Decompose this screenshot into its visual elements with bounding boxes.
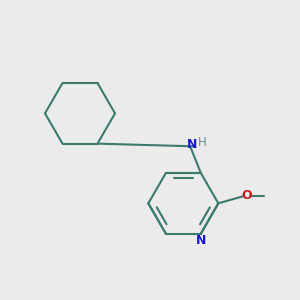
Text: N: N	[187, 138, 198, 151]
Text: N: N	[196, 235, 207, 248]
Text: H: H	[198, 136, 207, 148]
Text: O: O	[242, 189, 252, 202]
